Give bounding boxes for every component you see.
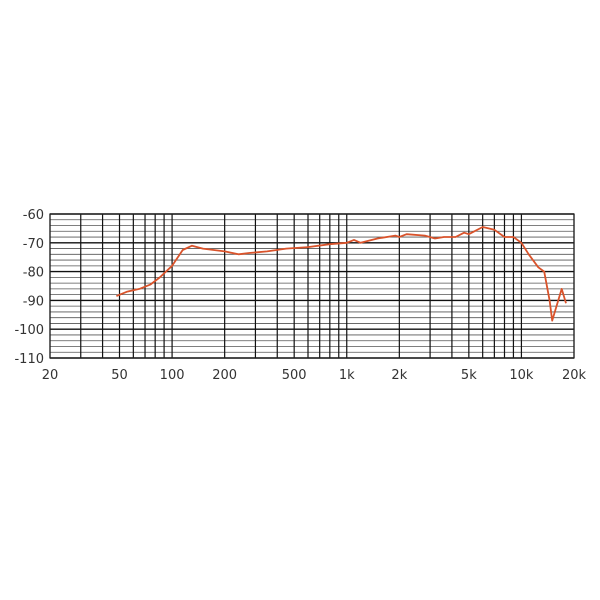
grid <box>49 213 575 359</box>
plot-frame <box>49 213 575 359</box>
x-tick-label: 100 <box>160 368 185 383</box>
y-tick-label: -60 <box>23 208 44 223</box>
y-tick-label: -110 <box>14 352 44 367</box>
x-tick-label: 500 <box>282 368 307 383</box>
x-tick-label: 50 <box>111 368 128 383</box>
response-curve <box>116 226 567 322</box>
x-tick-label: 1k <box>339 368 355 383</box>
y-tick-label: -100 <box>14 323 44 338</box>
x-tick-label: 5k <box>461 368 477 383</box>
x-tick-label: 20 <box>42 368 59 383</box>
x-tick-label: 20k <box>562 368 587 383</box>
y-tick-label: -80 <box>23 266 44 281</box>
x-tick-label: 10k <box>509 368 534 383</box>
y-tick-label: -70 <box>23 237 44 252</box>
y-axis-ticks: -60 -70 -80 -90 -100 -110 <box>14 208 44 367</box>
y-tick-label: -90 <box>23 294 44 309</box>
x-tick-label: 200 <box>212 368 237 383</box>
x-axis-ticks: 20 50 100 200 500 1k 2k 5k 10k 20k <box>42 368 587 383</box>
x-tick-label: 2k <box>391 368 407 383</box>
